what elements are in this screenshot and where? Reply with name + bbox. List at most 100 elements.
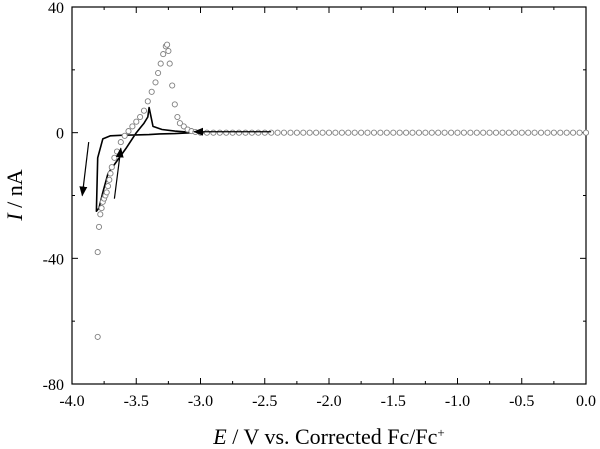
y-tick-label: -80 bbox=[43, 377, 64, 394]
data-point bbox=[435, 129, 442, 136]
x-axis-title-italic: E bbox=[212, 424, 227, 449]
data-point bbox=[140, 107, 148, 114]
data-point bbox=[242, 129, 249, 136]
data-point bbox=[152, 79, 159, 86]
data-point bbox=[512, 129, 519, 136]
data-point bbox=[160, 51, 167, 58]
data-point bbox=[492, 129, 500, 136]
data-point bbox=[117, 139, 124, 146]
data-point bbox=[448, 129, 455, 136]
y-tick-label: 0 bbox=[56, 126, 64, 143]
data-point bbox=[94, 249, 101, 256]
data-point bbox=[223, 129, 230, 136]
x-tick-label: -0.5 bbox=[509, 393, 534, 410]
data-point bbox=[94, 333, 101, 340]
data-point bbox=[576, 129, 583, 136]
data-point bbox=[125, 128, 132, 135]
data-point bbox=[148, 88, 155, 95]
data-point bbox=[166, 60, 173, 67]
plot-frame bbox=[71, 6, 587, 385]
data-point bbox=[107, 170, 114, 177]
data-point bbox=[274, 129, 281, 136]
x-tick-label: -2.0 bbox=[316, 393, 341, 410]
data-point bbox=[422, 129, 429, 136]
data-point bbox=[300, 129, 307, 136]
data-point bbox=[108, 164, 115, 171]
data-point bbox=[248, 129, 255, 136]
x-axis-title-text: / V vs. Corrected Fc/Fc bbox=[227, 424, 438, 449]
data-point bbox=[454, 129, 461, 136]
data-point bbox=[505, 129, 512, 136]
data-point bbox=[544, 129, 551, 136]
data-point bbox=[377, 129, 384, 136]
data-point bbox=[133, 118, 140, 125]
data-point bbox=[169, 82, 176, 89]
data-point bbox=[460, 129, 467, 136]
x-axis-title: E / V vs. Corrected Fc/Fc+ bbox=[212, 424, 444, 449]
data-point bbox=[403, 129, 410, 136]
data-point bbox=[210, 129, 217, 136]
data-point bbox=[121, 132, 128, 139]
axis-ticks bbox=[71, 6, 587, 385]
data-point bbox=[113, 148, 121, 155]
axis-tick-labels: -4.0 -3.5 -3.0 -2.5 -2.0 -1.5 -1.0 -0.5 0.0 40 0 -4… bbox=[43, 0, 596, 410]
data-point bbox=[174, 113, 181, 121]
data-point bbox=[157, 60, 164, 67]
data-point bbox=[396, 129, 403, 136]
data-point bbox=[180, 123, 187, 130]
data-point bbox=[415, 129, 423, 136]
data-point bbox=[332, 129, 339, 136]
data-point bbox=[111, 154, 118, 161]
data-point bbox=[338, 129, 345, 136]
data-point bbox=[313, 129, 320, 136]
data-point bbox=[358, 129, 365, 136]
x-tick-label: 0.0 bbox=[576, 393, 596, 410]
y-axis-title: I / nA bbox=[2, 169, 27, 221]
x-axis-title-superscript: + bbox=[437, 425, 444, 440]
x-tick-label: -1.5 bbox=[381, 393, 406, 410]
data-point bbox=[345, 129, 352, 136]
y-axis-title-italic: I bbox=[2, 212, 27, 222]
data-point bbox=[390, 129, 397, 136]
scan-direction-arrow bbox=[113, 147, 124, 199]
data-point bbox=[97, 211, 104, 218]
data-point bbox=[570, 129, 577, 136]
data-point bbox=[203, 129, 210, 136]
data-point bbox=[280, 129, 288, 136]
data-point bbox=[306, 129, 313, 136]
data-point bbox=[467, 129, 474, 136]
data-point bbox=[473, 129, 480, 136]
data-point bbox=[255, 129, 262, 136]
x-tick-label: -2.5 bbox=[252, 393, 277, 410]
data-point bbox=[216, 129, 223, 136]
data-point bbox=[95, 223, 103, 230]
data-point bbox=[409, 129, 416, 136]
data-point bbox=[557, 129, 564, 136]
data-point bbox=[441, 129, 448, 136]
x-tick-label: -3.0 bbox=[188, 393, 213, 410]
data-point bbox=[531, 129, 538, 136]
scan-direction-arrows bbox=[79, 127, 272, 199]
data-point bbox=[525, 129, 532, 136]
series-open-circles bbox=[94, 41, 590, 340]
data-point bbox=[155, 69, 162, 77]
data-point bbox=[370, 129, 378, 136]
data-point bbox=[364, 129, 371, 136]
data-point bbox=[486, 129, 493, 136]
data-point bbox=[197, 129, 204, 136]
data-point bbox=[103, 189, 110, 196]
data-point bbox=[518, 129, 525, 136]
data-point bbox=[176, 120, 183, 127]
x-tick-label: -4.0 bbox=[59, 393, 84, 410]
data-point bbox=[171, 101, 178, 108]
data-point bbox=[165, 47, 172, 55]
data-point bbox=[582, 129, 590, 136]
data-point bbox=[129, 123, 136, 130]
data-point bbox=[229, 129, 236, 136]
data-point bbox=[550, 129, 557, 136]
data-point bbox=[537, 129, 545, 136]
data-point bbox=[268, 129, 275, 136]
data-point bbox=[428, 129, 435, 136]
data-point bbox=[325, 129, 333, 136]
